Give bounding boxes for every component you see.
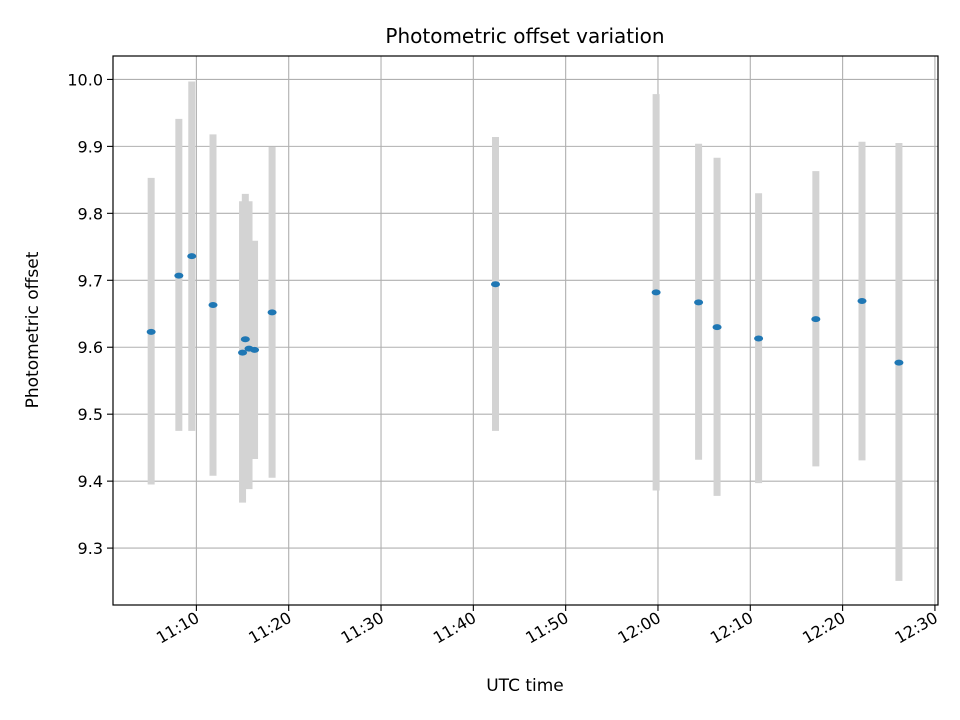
y-tick-label: 9.6 [78, 338, 103, 357]
grid [113, 56, 938, 605]
data-point [238, 349, 248, 356]
data-point [651, 289, 661, 296]
data-point [250, 346, 260, 353]
y-tick-label: 9.4 [78, 472, 103, 491]
x-axis-title: UTC time [486, 676, 564, 696]
y-axis-title: Photometric offset [23, 251, 43, 408]
y-tick-label: 10.0 [67, 70, 103, 89]
data-point [712, 324, 722, 331]
data-point [240, 336, 250, 343]
y-axis: 9.3 9.4 9.5 9.6 9.7 9.8 9.9 10.0 [67, 70, 113, 558]
data-point [174, 272, 184, 279]
data-point [187, 253, 197, 260]
data-point [208, 302, 218, 309]
data-point [811, 316, 821, 323]
data-point [146, 328, 156, 335]
chart-title: Photometric offset variation [385, 24, 664, 48]
data-point [694, 299, 704, 306]
plot-frame [112, 55, 939, 606]
data-point [754, 335, 764, 342]
data-point [857, 298, 867, 305]
y-tick-label: 9.3 [78, 539, 103, 558]
data-point [490, 281, 500, 288]
y-tick-label: 9.9 [78, 137, 103, 156]
y-tick-label: 9.7 [78, 271, 103, 290]
y-tick-label: 9.8 [78, 204, 103, 223]
data-point [894, 359, 904, 366]
y-tick-label: 9.5 [78, 405, 103, 424]
markers [146, 253, 904, 366]
data-point [267, 309, 277, 316]
